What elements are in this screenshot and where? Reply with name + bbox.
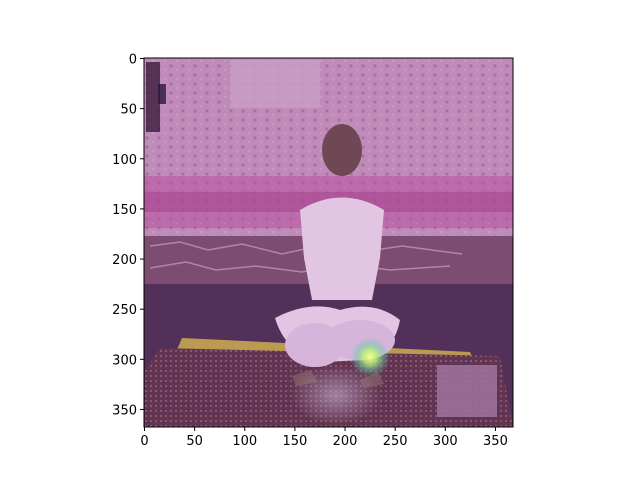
y-axis: 0 50 100 150 200 250 300 350 (112, 53, 144, 418)
y-tick-label: 300 (112, 353, 137, 368)
heat-hotspot (350, 337, 390, 377)
y-tick-label: 150 (112, 203, 137, 218)
y-tick-label: 350 (112, 403, 137, 418)
y-tick-label: 100 (112, 153, 137, 168)
x-tick-label: 0 (140, 434, 148, 449)
y-tick-label: 250 (112, 303, 137, 318)
y-tick-label: 0 (129, 53, 137, 68)
axes-frame (143, 57, 514, 428)
photo-image (144, 58, 513, 427)
x-tick-label: 250 (383, 434, 408, 449)
x-tick-label: 50 (186, 434, 203, 449)
x-tick-label: 150 (282, 434, 307, 449)
x-tick-label: 200 (333, 434, 358, 449)
x-tick-label: 300 (433, 434, 458, 449)
y-tick-label: 50 (120, 103, 137, 118)
x-tick-label: 350 (483, 434, 508, 449)
x-axis: 0 50 100 150 200 250 300 350 (140, 427, 508, 449)
x-tick-label: 100 (232, 434, 257, 449)
y-tick-label: 200 (112, 253, 137, 268)
